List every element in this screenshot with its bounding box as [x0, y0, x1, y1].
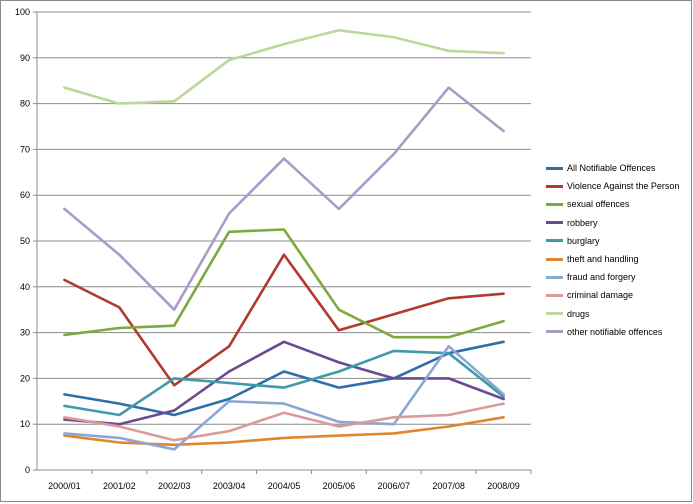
y-tick-label: 20	[20, 373, 30, 383]
x-tick-label: 2000/01	[48, 481, 81, 491]
y-tick-label: 10	[20, 419, 30, 429]
gridlines	[37, 11, 531, 425]
x-tick-label: 2006/07	[378, 481, 411, 491]
y-tick-label: 90	[20, 53, 30, 63]
series-lines	[63, 28, 505, 451]
legend-item: burglary	[546, 235, 600, 247]
series-line-criminal-damage	[63, 402, 505, 442]
legend-item: robbery	[546, 217, 598, 229]
y-tick-label: 70	[20, 144, 30, 154]
y-tick-label: 40	[20, 282, 30, 292]
legend-label: robbery	[567, 217, 598, 228]
x-tick-label: 2001/02	[103, 481, 136, 491]
legend-swatch	[546, 257, 563, 261]
x-tick-label: 2002/03	[158, 481, 191, 491]
legend-swatch	[546, 293, 563, 297]
legend-swatch	[546, 166, 563, 170]
legend-item: fraud and forgery	[546, 271, 636, 283]
series-line-all-notifiable-offences	[63, 340, 505, 417]
series-line-burglary	[63, 349, 505, 417]
series-line-other-notifiable-offences	[63, 86, 505, 312]
legend-label: theft and handling	[567, 254, 639, 264]
x-tick-label: 2008/09	[487, 481, 520, 491]
legend-item: sexual offences	[546, 198, 629, 210]
legend-swatch	[546, 275, 563, 279]
legend-label: other notifiable offences	[567, 326, 663, 337]
x-tick-labels: 2000/01 2001/02 2002/03 2003/04 2004/05 2005/…	[48, 481, 520, 491]
series-line-drugs	[63, 28, 505, 105]
legend-item: Violence Against the Person	[546, 180, 679, 192]
series-line-robbery	[63, 340, 505, 426]
axes	[33, 11, 532, 474]
y-tick-labels: 0 10 20 30 40 50 60 70 80 90 100	[15, 7, 30, 475]
legend-item: theft and handling	[546, 253, 639, 265]
x-tick-label: 2007/08	[432, 481, 465, 491]
y-tick-label: 30	[20, 328, 30, 338]
y-tick-label: 80	[20, 99, 30, 109]
series-line-theft-and-handling	[63, 415, 505, 447]
legend-swatch	[546, 330, 563, 334]
legend-label: criminal damage	[567, 290, 634, 301]
legend-label: fraud and forgery	[567, 272, 636, 283]
legend-item: drugs	[546, 308, 590, 320]
legend-swatch	[546, 184, 563, 188]
y-tick-label: 100	[15, 7, 30, 17]
x-tick-label: 2004/05	[268, 481, 301, 491]
legend-item: criminal damage	[546, 289, 633, 301]
legend-item: other notifiable offences	[546, 326, 662, 338]
series-line-violence-against-the-person	[63, 253, 505, 387]
series-line-sexual-offences	[63, 228, 505, 339]
legend-label: Violence Against the Person	[567, 181, 680, 192]
series-line-fraud-and-forgery	[63, 344, 505, 451]
legend-label: burglary	[567, 235, 600, 246]
x-tick-label: 2003/04	[213, 481, 246, 491]
legend-label: sexual offences	[567, 199, 630, 210]
legend-swatch	[546, 202, 563, 206]
legend-item: All Notifiable Offences	[546, 162, 655, 174]
legend-label: drugs	[567, 308, 590, 319]
y-tick-label: 60	[20, 190, 30, 200]
y-tick-label: 0	[25, 465, 30, 475]
legend-label: All Notifiable Offences	[567, 163, 656, 173]
y-tick-label: 50	[20, 236, 30, 246]
legend-swatch	[546, 312, 563, 316]
legend-swatch	[546, 221, 563, 225]
legend-swatch	[546, 239, 563, 243]
x-tick-label: 2005/06	[323, 481, 356, 491]
